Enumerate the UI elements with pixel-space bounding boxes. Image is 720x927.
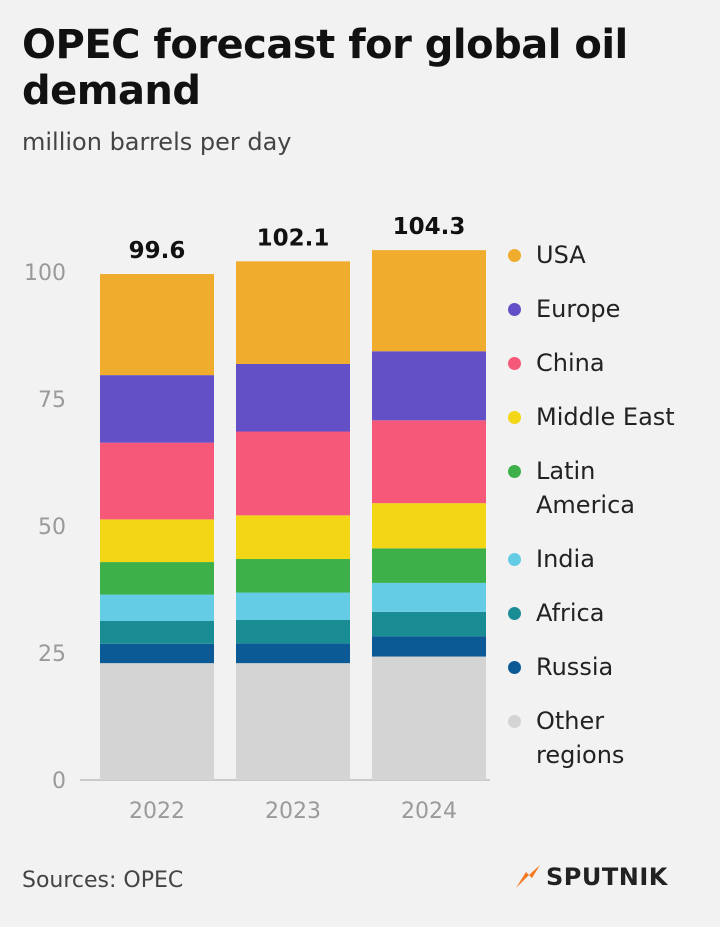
bar-segment-india	[372, 582, 486, 612]
bar-segment-usa	[100, 274, 214, 376]
legend-label: Latin America	[536, 457, 635, 519]
x-tick-label: 2024	[401, 799, 457, 824]
y-tick-label: 25	[38, 642, 66, 667]
logo-text: SPUTNIK	[546, 863, 668, 891]
bar-segment-middle-east	[372, 503, 486, 549]
bar-segment-usa	[372, 250, 486, 352]
bar-segment-latin-america	[372, 548, 486, 583]
bar-segment-middle-east	[236, 515, 350, 560]
legend-swatch	[508, 303, 521, 316]
bar-segment-africa	[100, 620, 214, 644]
bar-segment-europe	[100, 375, 214, 443]
bar-segment-china	[100, 442, 214, 520]
y-tick-label: 50	[38, 515, 66, 540]
bar-segment-china	[236, 431, 350, 516]
legend-item: Europe	[508, 292, 708, 326]
sputnik-icon	[516, 865, 540, 888]
bar-segment-russia	[236, 643, 350, 664]
y-tick-label: 100	[24, 261, 66, 286]
legend-item: USA	[508, 238, 708, 272]
total-label: 104.3	[393, 214, 466, 240]
legend-item: China	[508, 346, 708, 380]
bar-segment-europe	[236, 363, 350, 432]
legend-label: India	[536, 545, 595, 573]
legend-label: Other regions	[536, 707, 625, 769]
legend-swatch	[508, 411, 521, 424]
bar-segment-africa	[372, 611, 486, 637]
legend-label: Middle East	[536, 403, 675, 431]
legend-item: Other regions	[508, 704, 708, 772]
y-tick-label: 0	[52, 769, 66, 794]
legend-item: Middle East	[508, 400, 708, 434]
legend-swatch	[508, 607, 521, 620]
legend-swatch	[508, 553, 521, 566]
bar-segment-africa	[236, 619, 350, 644]
legend-swatch	[508, 465, 521, 478]
bar-segment-other-regions	[100, 663, 214, 780]
bar-segment-latin-america	[100, 562, 214, 595]
legend-label: Europe	[536, 295, 621, 323]
bar-segment-china	[372, 420, 486, 504]
legend-item: Latin America	[508, 454, 708, 522]
y-tick-label: 75	[38, 388, 66, 413]
chart-legend: USA Europe China Middle East Latin America Ind…	[508, 238, 708, 792]
x-tick-label: 2023	[265, 799, 321, 824]
chart-subtitle: million barrels per day	[22, 128, 292, 156]
legend-swatch	[508, 661, 521, 674]
bar-segment-india	[236, 592, 350, 620]
legend-swatch	[508, 715, 521, 728]
legend-item: Africa	[508, 596, 708, 630]
bar-segment-usa	[236, 261, 350, 364]
legend-item: India	[508, 542, 708, 576]
chart-title: OPEC forecast for global oil demand	[22, 22, 628, 114]
total-label: 102.1	[257, 225, 330, 251]
source-note: Sources: OPEC	[22, 868, 184, 893]
bar-segment-europe	[372, 351, 486, 421]
legend-label: Russia	[536, 653, 614, 681]
bar-segment-india	[100, 594, 214, 621]
legend-swatch	[508, 357, 521, 370]
x-tick-label: 2022	[129, 799, 185, 824]
legend-item: Russia	[508, 650, 708, 684]
legend-label: Africa	[536, 599, 605, 627]
bar-segment-middle-east	[100, 519, 214, 563]
bar-segment-russia	[100, 643, 214, 664]
total-label: 99.6	[129, 238, 186, 264]
legend-label: USA	[536, 241, 586, 269]
sputnik-logo: SPUTNIK	[512, 862, 668, 892]
bar-segment-other-regions	[372, 656, 486, 780]
legend-swatch	[508, 249, 521, 262]
logo-mark	[516, 865, 540, 888]
legend-label: China	[536, 349, 605, 377]
bar-segment-latin-america	[236, 559, 350, 593]
stacked-bar-chart: 0 25 50 75 100 99.6 2022 102.1 2023 104.3 2024	[24, 214, 490, 824]
bar-segment-other-regions	[236, 663, 350, 780]
bar-segment-russia	[372, 636, 486, 657]
